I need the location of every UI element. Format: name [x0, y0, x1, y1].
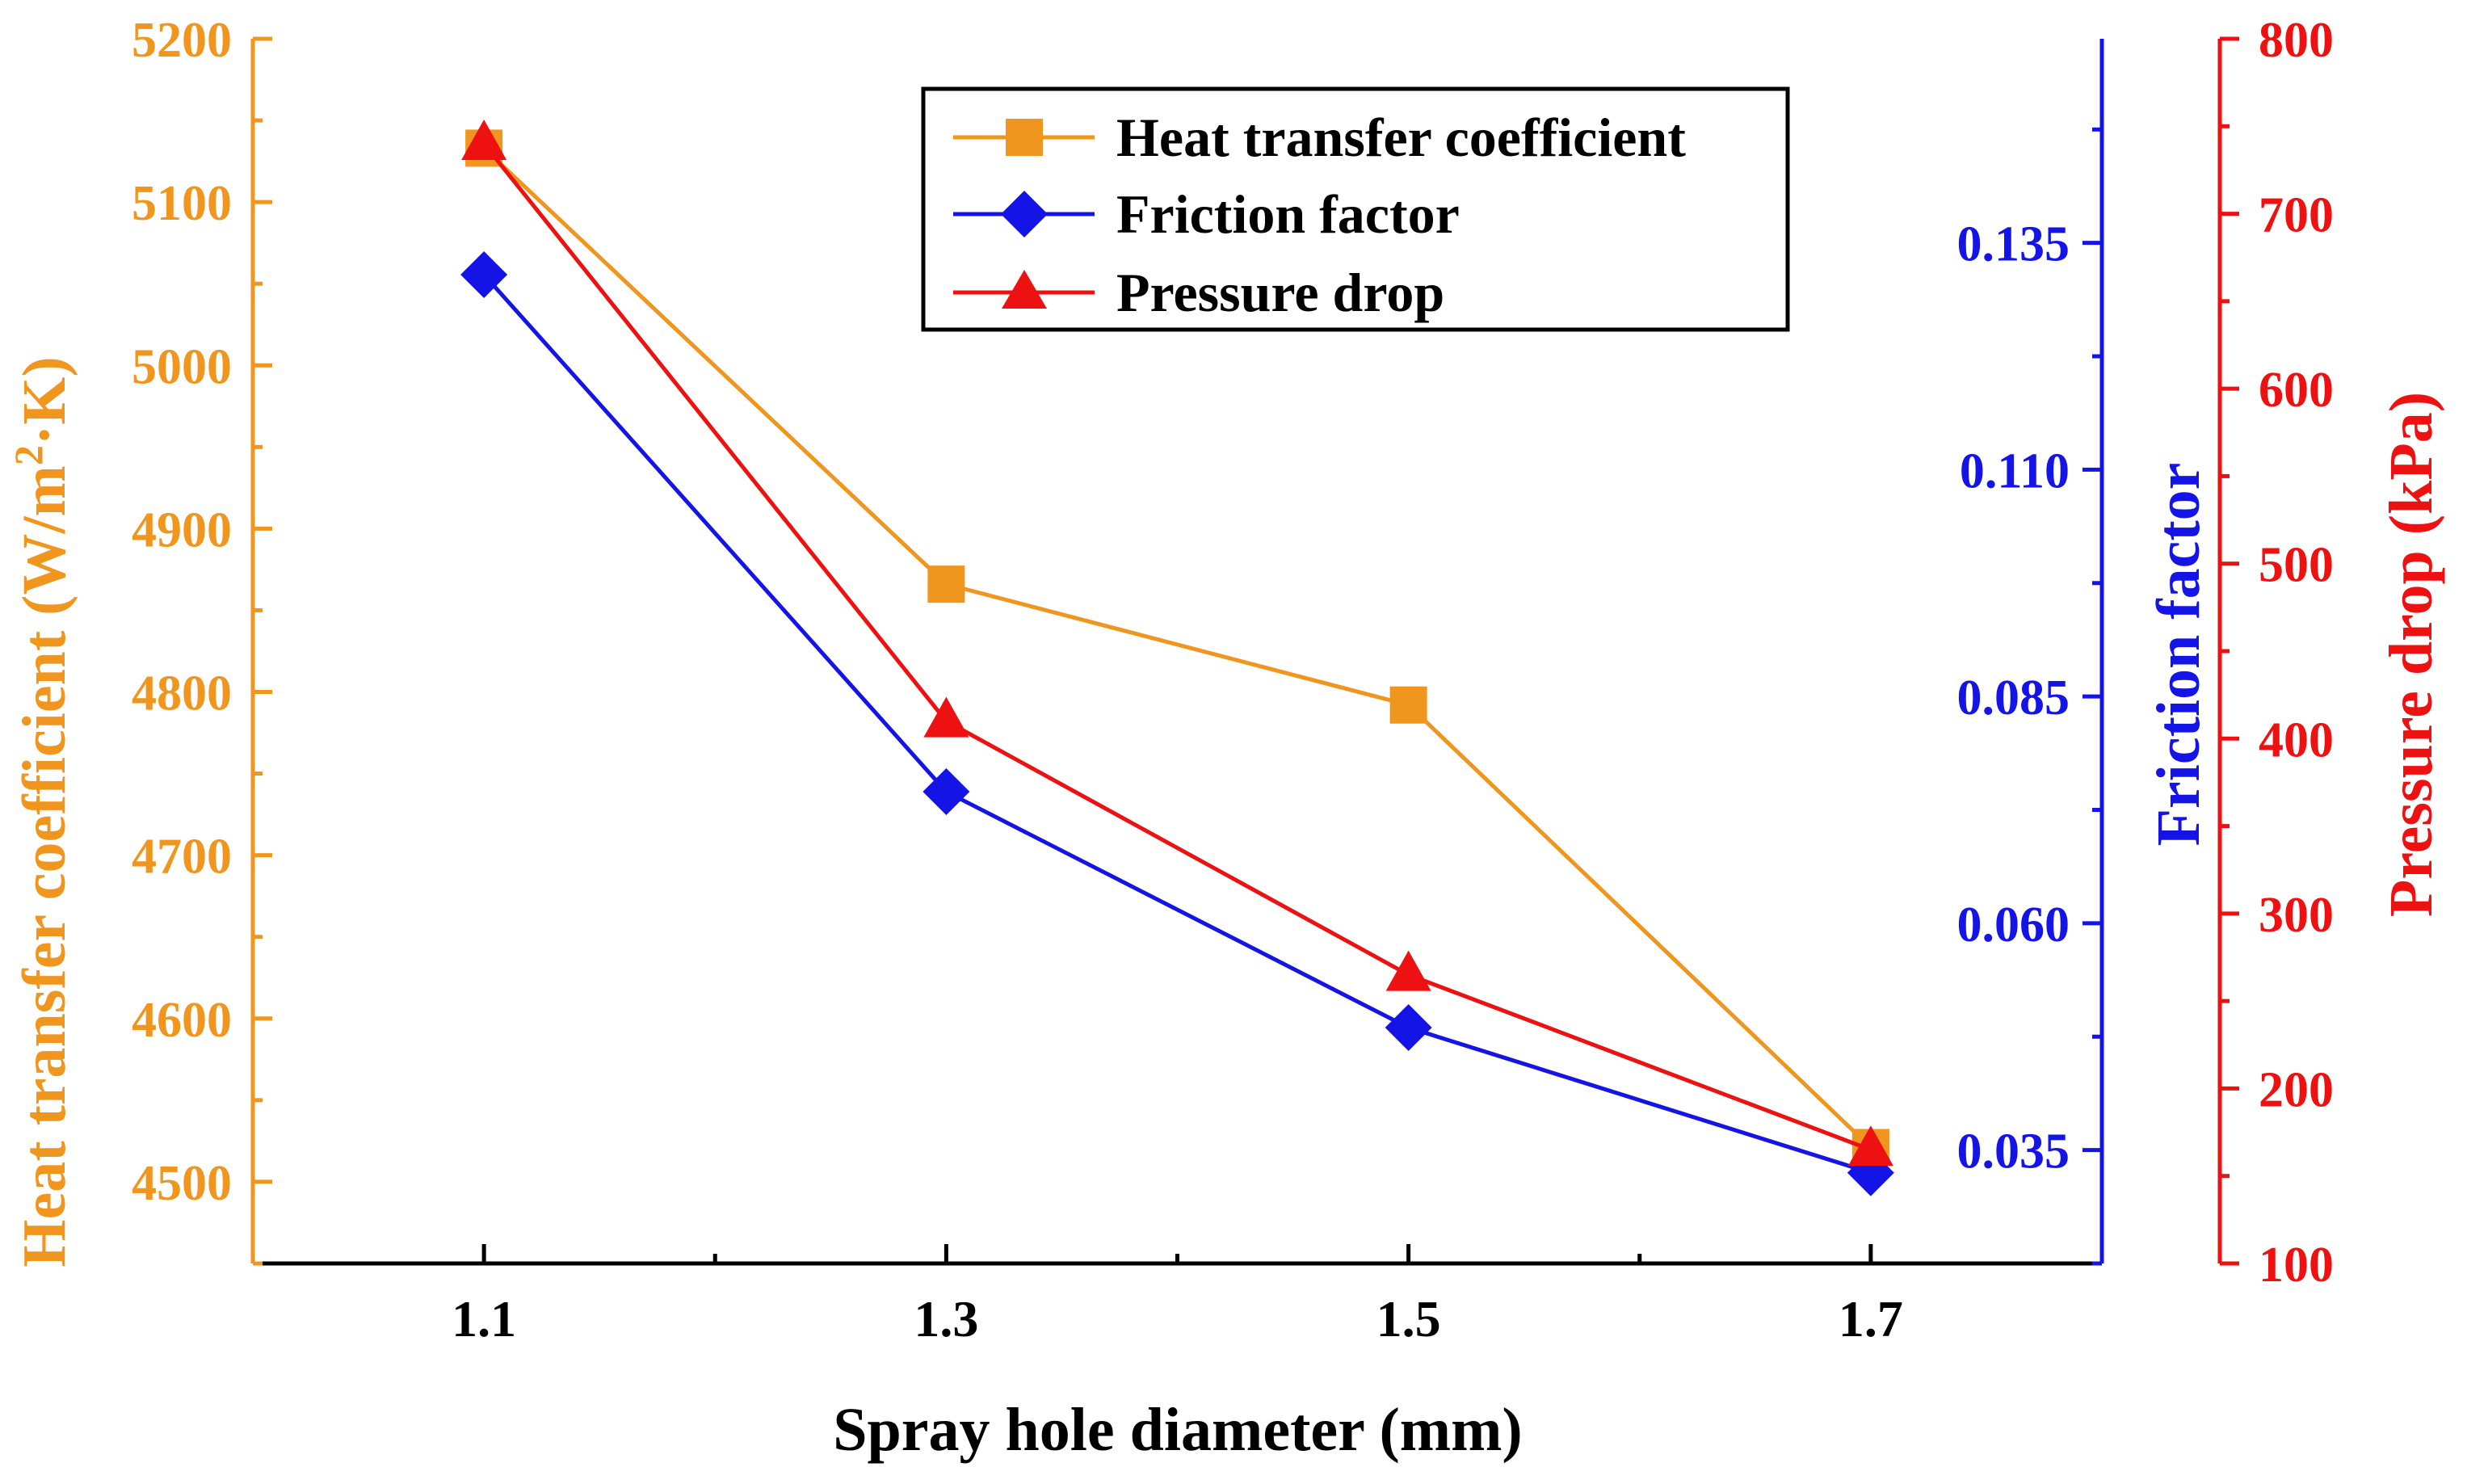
data-point-friction-factor	[922, 768, 970, 816]
y-axis-left-title: Heat transfer coefficient (W/m2·K)	[6, 356, 78, 1267]
y-left-tick-label: 4500	[132, 1156, 232, 1211]
legend-box	[921, 86, 1790, 332]
series-line-friction-factor	[482, 273, 1872, 1175]
data-point-friction-factor	[460, 250, 508, 298]
legend-marker-pressure-drop	[1002, 270, 1047, 309]
y-axis-right-outer-title: Pressure drop (kPa)	[2377, 392, 2445, 917]
legend-marker-heat-transfer	[1006, 119, 1043, 156]
legend-item-pressure-drop: Pressure drop	[953, 262, 1444, 323]
legend: Heat transfer coefficient Friction facto…	[921, 86, 1790, 332]
series-layer	[460, 119, 1894, 1196]
legend-item-heat-transfer: Heat transfer coefficient	[953, 107, 1686, 168]
y-right-inner-tick-label: 0.135	[1957, 217, 2070, 272]
y-right-inner-tick-label: 0.110	[1960, 444, 2070, 498]
y-left-tick-label: 5200	[132, 13, 232, 68]
y-right-outer-tick-label: 200	[2259, 1062, 2334, 1117]
y-axis-right-inner-title: Friction factor	[2145, 463, 2213, 847]
y-right-outer-tick-label: 400	[2259, 713, 2334, 767]
legend-label-pressure-drop: Pressure drop	[1116, 262, 1444, 323]
x-axis-title: Spray hole diameter (mm)	[833, 1396, 1522, 1464]
series-line-pressure-drop	[482, 142, 1872, 1152]
axes-layer: 1.1 1.3 1.5 1.7 4500 4600 4700 4800 4900 5000 5100…	[132, 13, 2334, 1347]
y-right-inner-tick-label: 0.035	[1957, 1125, 2070, 1179]
y-left-tick-label: 5000	[132, 339, 232, 394]
y-right-outer-tick-label: 500	[2259, 538, 2334, 593]
x-tick-label: 1.5	[1376, 1290, 1441, 1347]
series-line-heat-transfer-coefficient	[482, 146, 1872, 1150]
legend-label-friction-factor: Friction factor	[1116, 183, 1460, 245]
y-left-tick-label: 5100	[132, 176, 232, 231]
data-point-heat-transfer-coefficient	[1389, 686, 1427, 724]
y-left-tick-label: 4900	[132, 502, 232, 557]
y-right-outer-tick-label: 800	[2259, 13, 2334, 68]
y-left-tick-label: 4700	[132, 830, 232, 885]
y-right-inner-tick-label: 0.085	[1957, 671, 2070, 725]
y-right-inner-tick-label: 0.060	[1957, 898, 2070, 952]
x-tick-label: 1.7	[1839, 1290, 1903, 1347]
y-left-tick-label: 4800	[132, 666, 232, 721]
data-point-friction-factor	[1385, 1004, 1432, 1052]
legend-marker-friction-factor	[1001, 191, 1048, 238]
y-left-tick-label: 4600	[132, 993, 232, 1048]
y-right-outer-tick-label: 300	[2259, 888, 2334, 943]
y-right-outer-tick-label: 100	[2259, 1238, 2334, 1293]
data-point-heat-transfer-coefficient	[927, 565, 965, 603]
legend-item-friction-factor: Friction factor	[953, 183, 1460, 245]
x-tick-label: 1.1	[452, 1290, 516, 1347]
x-tick-label: 1.3	[914, 1290, 978, 1347]
data-point-pressure-drop	[923, 696, 969, 738]
data-point-pressure-drop	[1847, 1125, 1893, 1167]
y-right-outer-tick-label: 600	[2259, 363, 2334, 418]
data-point-pressure-drop	[1385, 950, 1431, 991]
data-point-pressure-drop	[461, 119, 507, 160]
y-right-outer-tick-label: 700	[2259, 188, 2334, 243]
legend-label-heat-transfer: Heat transfer coefficient	[1116, 107, 1686, 168]
